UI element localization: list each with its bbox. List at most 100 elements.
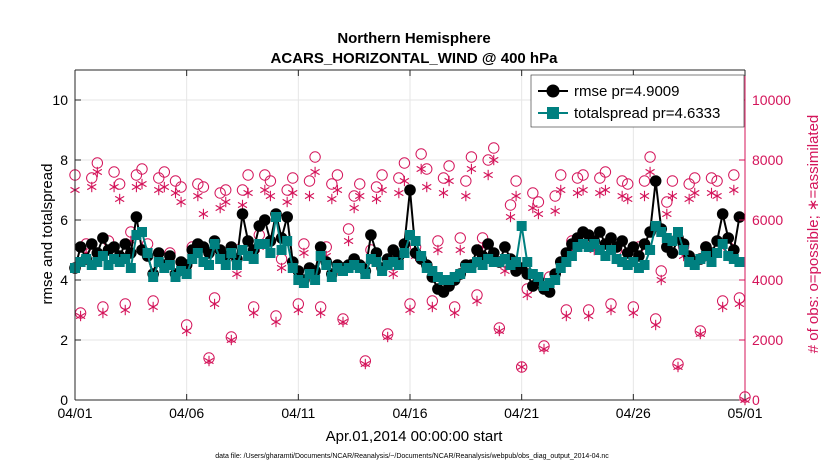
totalspread-point bbox=[226, 248, 237, 258]
totalspread-point bbox=[86, 260, 97, 270]
obs-possible-point bbox=[264, 175, 277, 187]
totalspread-point bbox=[125, 263, 136, 273]
totalspread-point bbox=[310, 275, 321, 285]
obs-possible-point bbox=[599, 166, 612, 178]
obs-possible-point bbox=[108, 166, 120, 178]
totalspread-point bbox=[633, 263, 644, 273]
totalspread-point bbox=[650, 221, 661, 231]
totalspread-point bbox=[472, 257, 482, 267]
obs-assimilated-point bbox=[673, 361, 683, 373]
obs-assimilated-point bbox=[215, 202, 225, 214]
obs-possible-point bbox=[242, 169, 254, 181]
totalspread-point bbox=[326, 272, 337, 282]
rmse-point bbox=[259, 214, 271, 226]
obs-assimilated-point bbox=[583, 310, 594, 322]
totalspread-point bbox=[204, 260, 214, 270]
obs-assimilated-point bbox=[606, 304, 616, 316]
totalspread-point bbox=[483, 254, 494, 264]
totalspread-point bbox=[282, 236, 293, 246]
obs-assimilated-point bbox=[343, 235, 354, 247]
obs-assimilated-point bbox=[522, 289, 533, 301]
obs-possible-point bbox=[259, 169, 271, 181]
totalspread-point bbox=[645, 245, 656, 255]
plot-marks bbox=[69, 142, 751, 406]
rmse-point bbox=[716, 208, 729, 220]
x-axis-label: Apr.01,2014 00:00:00 start bbox=[326, 428, 504, 445]
totalspread-point bbox=[198, 257, 209, 267]
obs-assimilated-point bbox=[137, 178, 147, 190]
obs-possible-point bbox=[527, 187, 539, 199]
totalspread-point bbox=[455, 269, 466, 279]
obs-possible-point bbox=[577, 169, 589, 181]
totalspread-point bbox=[215, 254, 226, 264]
y-left-tick-label: 0 bbox=[60, 392, 68, 408]
totalspread-point bbox=[689, 260, 700, 270]
totalspread-point bbox=[550, 275, 561, 285]
obs-assimilated-point bbox=[578, 184, 588, 196]
obs-assimilated-point bbox=[421, 181, 432, 193]
obs-assimilated-point bbox=[483, 169, 493, 181]
totalspread-point bbox=[684, 257, 695, 267]
obs-assimilated-point bbox=[662, 208, 672, 220]
totalspread-point bbox=[259, 239, 270, 249]
chart-title-line1: Northern Hemisphere bbox=[337, 30, 490, 47]
totalspread-point bbox=[494, 257, 505, 267]
totalspread-point bbox=[522, 257, 533, 267]
obs-assimilated-point bbox=[75, 310, 86, 322]
obs-possible-point bbox=[638, 175, 651, 187]
totalspread-point bbox=[382, 260, 393, 270]
totalspread-point bbox=[192, 248, 203, 258]
totalspread-point bbox=[170, 272, 181, 282]
chart-title-line2: ACARS_HORIZONTAL_WIND @ 400 hPa bbox=[271, 50, 559, 67]
obs-possible-point bbox=[555, 169, 567, 181]
totalspread-point bbox=[673, 227, 683, 237]
obs-assimilated-point bbox=[712, 190, 722, 202]
obs-assimilated-point bbox=[360, 358, 371, 370]
totalspread-point bbox=[248, 254, 259, 264]
obs-assimilated-point bbox=[332, 184, 343, 196]
totalspread-point bbox=[449, 272, 460, 282]
totalspread-point bbox=[343, 263, 354, 273]
obs-possible-point bbox=[711, 175, 723, 187]
totalspread-point bbox=[656, 227, 667, 237]
obs-possible-point bbox=[153, 172, 165, 184]
totalspread-point bbox=[271, 212, 281, 222]
obs-possible-point bbox=[421, 163, 433, 175]
obs-assimilated-point bbox=[449, 307, 460, 319]
y-right-tick-label: 6000 bbox=[752, 212, 783, 228]
obs-assimilated-point bbox=[455, 244, 466, 256]
axes: 04/01 04/06 04/11 04/16 04/21 04/26 05/0102468… bbox=[52, 69, 791, 421]
obs-assimilated-point bbox=[148, 301, 158, 313]
obs-assimilated-point bbox=[382, 331, 393, 343]
obs-assimilated-point bbox=[193, 190, 203, 202]
obs-possible-point bbox=[488, 142, 500, 154]
obs-assimilated-point bbox=[243, 187, 253, 199]
obs-possible-point bbox=[415, 148, 427, 160]
obs-possible-point bbox=[465, 151, 478, 163]
obs-assimilated-point bbox=[488, 154, 499, 166]
obs-possible-point bbox=[214, 187, 226, 199]
totalspread-point bbox=[231, 260, 242, 270]
obs-assimilated-point bbox=[338, 316, 348, 328]
totalspread-point bbox=[444, 275, 455, 285]
obs-assimilated-point bbox=[198, 208, 209, 220]
totalspread-point bbox=[667, 236, 678, 246]
obs-assimilated-point bbox=[92, 166, 103, 178]
totalspread-point bbox=[628, 257, 639, 267]
totalspread-point bbox=[276, 245, 287, 255]
obs-possible-point bbox=[644, 151, 656, 163]
x-tick-label: 04/06 bbox=[169, 405, 204, 421]
totalspread-point bbox=[388, 257, 399, 267]
legend-label-totalspread: totalspread pr=4.6333 bbox=[574, 105, 720, 122]
obs-assimilated-point bbox=[371, 193, 382, 205]
obs-assimilated-point bbox=[667, 190, 678, 202]
obs-possible-point bbox=[298, 238, 310, 250]
totalspread-point bbox=[706, 257, 717, 267]
obs-assimilated-point bbox=[433, 244, 443, 256]
totalspread-point bbox=[499, 254, 510, 264]
totalspread-point bbox=[360, 269, 371, 279]
obs-assimilated-point bbox=[472, 295, 482, 307]
totalspread-point bbox=[466, 263, 477, 273]
totalspread-point bbox=[365, 254, 376, 264]
obs-assimilated-point bbox=[299, 247, 309, 259]
